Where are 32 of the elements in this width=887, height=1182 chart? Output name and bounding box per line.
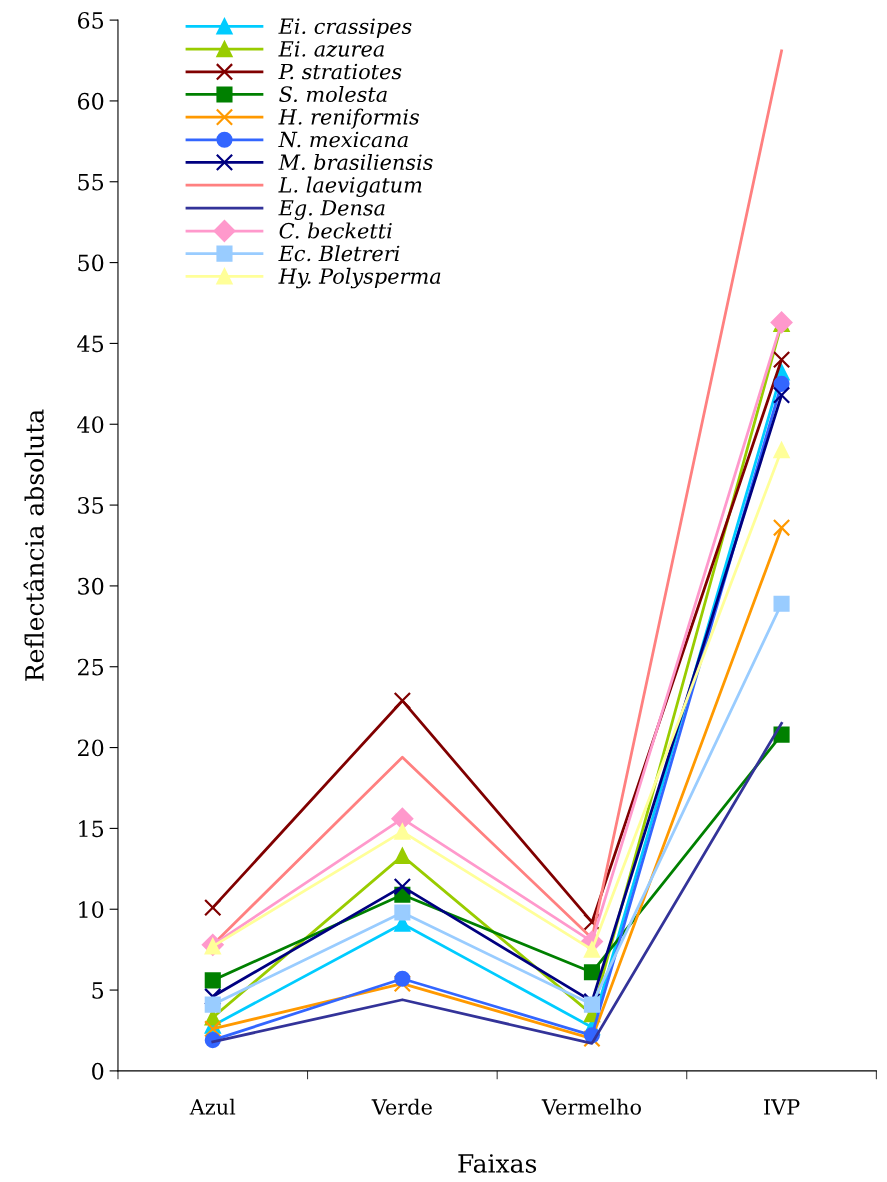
legend-label: L. laevigatum	[278, 176, 422, 198]
x-tick-label: Verde	[371, 1098, 432, 1115]
y-tick-label: 10	[79, 901, 104, 918]
y-tick-label: 15	[79, 820, 104, 838]
x-tick-label: IVP	[764, 1099, 800, 1115]
x-axis-title: Faixas	[458, 1154, 537, 1173]
legend-label: Eg. Densa	[278, 200, 385, 220]
y-tick-label: 60	[77, 92, 104, 110]
y-tick-label: 5	[92, 982, 104, 999]
legend-label: M. brasiliensis	[278, 153, 433, 171]
y-tick-label: 35	[78, 497, 104, 514]
legend-label: P. stratiotes	[278, 63, 402, 80]
y-tick-label: 0	[92, 1062, 104, 1080]
y-tick-label: 65	[77, 12, 104, 29]
legend-label: Ei. azurea	[278, 41, 384, 57]
legend-label: H. reniformis	[278, 108, 420, 129]
y-tick-label: 20	[78, 739, 104, 757]
x-tick-label: Azul	[189, 1098, 236, 1115]
y-tick-label: 30	[78, 577, 104, 595]
legend-label: N. mexicana	[278, 131, 408, 148]
y-tick-label: 40	[77, 416, 104, 434]
legend-label: Ec. Bletreri	[278, 245, 400, 262]
legend-label: C. becketti	[279, 222, 392, 239]
y-tick-label: 50	[78, 254, 104, 272]
y-tick-label: 45	[77, 335, 104, 353]
x-tick-label: Vermelho	[541, 1098, 641, 1115]
y-tick-label: 25	[78, 658, 104, 676]
legend-label: S. molesta	[279, 85, 387, 103]
y-axis-title: Reflectância absoluta	[23, 409, 44, 681]
legend-label: Hy. Polysperma	[278, 267, 441, 289]
legend-label: Ei. crassipes	[278, 18, 412, 39]
y-tick-label: 55	[78, 174, 104, 191]
